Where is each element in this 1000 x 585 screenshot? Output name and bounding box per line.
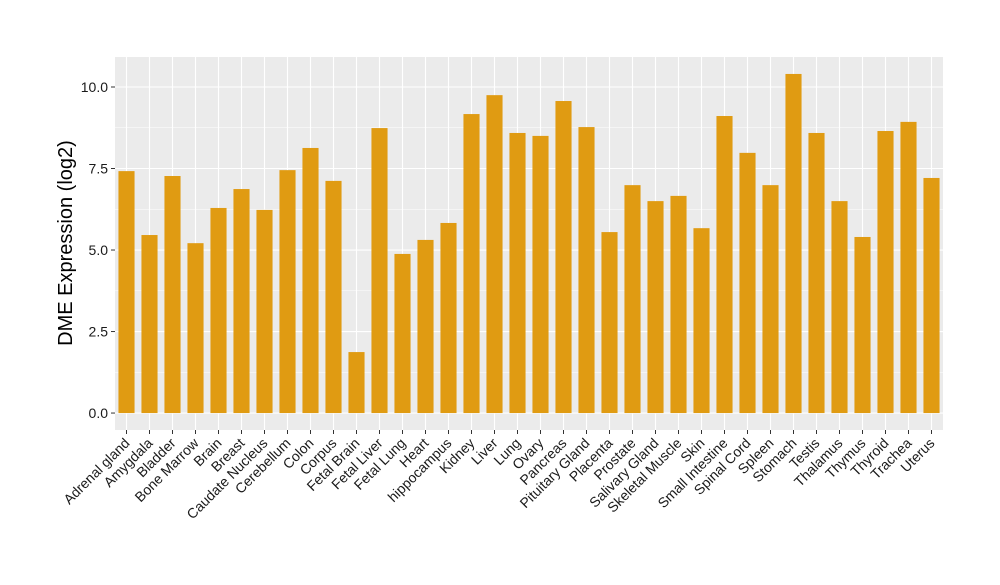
y-tick-label: 5.0 bbox=[89, 242, 109, 258]
bar-kidney bbox=[463, 114, 480, 414]
bar-brain bbox=[210, 207, 227, 414]
bar-spleen bbox=[762, 185, 779, 414]
bar-trachea bbox=[900, 121, 917, 414]
bar-testis bbox=[808, 132, 825, 414]
bar-thyroid bbox=[877, 131, 894, 414]
bar-amygdala bbox=[141, 235, 158, 414]
bar-hippocampus bbox=[440, 222, 457, 414]
bar-spinal-cord bbox=[739, 152, 756, 414]
bar-lung bbox=[509, 132, 526, 414]
bar-placenta bbox=[601, 232, 618, 414]
bar-pancreas bbox=[555, 101, 572, 414]
bar-liver bbox=[486, 95, 503, 414]
bar-bone-marrow bbox=[187, 243, 204, 414]
bar-thymus bbox=[854, 236, 871, 414]
bar-pituitary-gland bbox=[578, 127, 595, 414]
bar-breast bbox=[233, 189, 250, 414]
bar-colon bbox=[302, 147, 319, 414]
bar-prostate bbox=[624, 185, 641, 414]
bar-fetal-brain bbox=[348, 352, 365, 414]
bar-bladder bbox=[164, 176, 181, 414]
bar-small-intestine bbox=[716, 116, 733, 414]
y-tick-label: 2.5 bbox=[89, 324, 109, 340]
plot-panel bbox=[115, 57, 943, 430]
y-tick-label: 0.0 bbox=[89, 405, 109, 421]
bar-caudate-nucleus bbox=[256, 209, 273, 414]
bar-skin bbox=[693, 228, 710, 414]
bar-stomach bbox=[785, 73, 802, 414]
bar-skeletal-muscle bbox=[670, 195, 687, 414]
bar-heart bbox=[417, 239, 434, 414]
y-tick-label: 7.5 bbox=[89, 161, 109, 177]
bar-cerebellum bbox=[279, 170, 296, 414]
bar-corpus bbox=[325, 180, 342, 414]
bar-ovary bbox=[532, 135, 549, 414]
bar-salivary-gland bbox=[647, 201, 664, 414]
y-axis-title: DME Expression (log2) bbox=[55, 140, 77, 346]
bar-adrenal-gland bbox=[118, 171, 135, 414]
y-tick-label: 10.0 bbox=[81, 79, 108, 95]
bar-thalamus bbox=[831, 201, 848, 414]
bar-uterus bbox=[923, 177, 940, 414]
bar-fetal-liver bbox=[371, 128, 388, 414]
bar-fetal-lung bbox=[394, 253, 411, 414]
